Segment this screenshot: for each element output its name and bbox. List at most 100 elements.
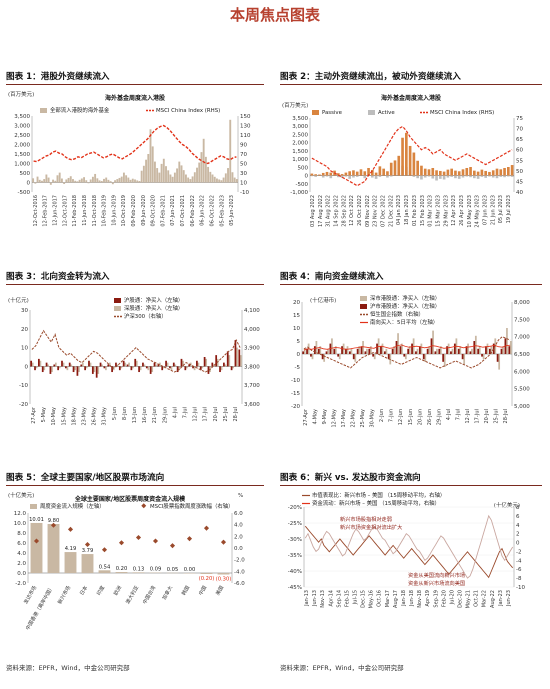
shenzhen-bar [488,348,491,354]
bar [134,179,136,183]
x-tick-label: 22-May [351,409,357,428]
legend-swatch [30,504,37,509]
flow-bar [200,573,213,574]
x-tick-label: Aug-17 [393,590,399,608]
x-tick-label: 12-Jul [465,409,471,423]
x-tick-label: 15-Jun [408,409,414,425]
shanghai-bar [346,346,349,354]
legend-label: 深市港股通：净买入（左轴） [370,294,440,302]
shenzhen-bar [132,366,134,369]
rhs-marker [169,543,176,549]
shanghai-bar [84,366,86,371]
active-bar [435,175,438,181]
rhs-marker [220,539,227,545]
x-tick-label: Sep-14 [336,590,342,608]
x-tick-label: 16-Jun [142,407,148,423]
shenzhen-bar [306,348,308,354]
bar [187,177,190,183]
x-tick-label: 26-May [92,407,98,426]
x-tick-label: 27-Apr [303,408,309,426]
x-tick-label: Oct-16 [377,590,383,607]
y-tick-right: 150 [240,114,251,120]
bar [138,180,141,183]
active-bar [344,175,348,177]
active-bar [469,175,472,178]
active-bar [476,175,480,179]
x-tick-label: 12-Jul [193,407,199,421]
y-tick-left: 0 [297,352,301,358]
y-tick-left: 2,000 [14,143,30,149]
passive-bar [393,160,397,176]
rhs-marker [50,522,57,528]
bar [54,180,57,183]
active-bar [337,175,340,178]
x-tick-label: Jan-18 [401,590,407,607]
shanghai-bar [381,343,384,354]
active-bar [442,175,446,180]
y-tick-right: -8 [516,576,522,582]
shanghai-bar [303,348,306,354]
shenzhen-bar [360,346,363,354]
x-tick-label: 21 Jun 2023 [490,195,496,225]
shenzhen-bar [395,341,398,354]
y-tick-left: 15 [293,313,300,319]
shenzhen-bar [492,343,495,354]
shenzhen-bar [457,348,460,354]
shenzhen-bar [442,354,445,362]
active-bar [446,175,450,178]
unit-left: (十亿美元) [8,491,34,499]
data-label: 0.05 [167,567,179,573]
shenzhen-bar [325,351,328,354]
bar [32,178,35,183]
y-tick-left: -15 [291,391,300,397]
shenzhen-bar [348,351,351,354]
shenzhen-bar [81,362,84,367]
x-tick-label: 7-Jul [182,407,188,418]
shenzhen-bar [485,346,487,354]
x-tick-label: 07-Jun-2021 [170,195,176,226]
category-label: 欧洲 [112,585,123,597]
y-tick-right: 7,000 [514,335,530,341]
shenzhen-bar [51,366,53,373]
shanghai-bar [134,358,137,367]
x-tick-label: 7-Jun [389,409,395,422]
y-tick-right: 6.0 [234,511,243,517]
bar [165,166,167,183]
bar [94,173,97,183]
bar [224,173,227,183]
chart3-caption: 图表 3：北向资金转为流入 [6,272,110,282]
x-tick-label: 4-Jul [446,409,452,420]
y-tick-right: 45 [516,179,523,185]
annotation: 资金从新兴市场流向美国 [408,579,465,587]
x-tick-label: 24 May 2023 [475,195,481,228]
y-tick-left: 1,500 [292,149,308,155]
y-tick-right: -10 [516,585,525,591]
shenzhen-bar [116,364,119,367]
passive-bar [480,169,484,176]
legend-swatch [360,296,367,301]
bar [235,179,238,183]
active-bar [340,175,344,178]
x-tick-label: Jun-13 [312,590,318,607]
x-tick-label: 11-Oct-2018 [92,195,98,226]
shanghai-bar [196,360,198,367]
x-tick-label: 23 Nov 2022 [373,195,379,227]
bar [38,179,41,183]
shanghai-bar [432,330,434,354]
y-tick-left: 1,000 [14,162,30,168]
passive-bar [450,168,453,176]
passive-bar [386,171,389,176]
active-bar [321,175,325,178]
shanghai-bar [397,333,399,354]
shanghai-bar [192,366,194,369]
x-tick-label: 12-May [331,409,337,428]
x-tick-label: 2-Jun [379,409,385,422]
shanghai-bar [211,362,214,367]
shanghai-bar [80,364,83,367]
passive-bar [344,172,348,176]
shanghai-bar [424,354,427,362]
bar [147,154,150,183]
passive-bar [495,168,499,176]
legend-label: 沪深300（右轴） [124,312,167,320]
shanghai-bar [130,366,133,371]
